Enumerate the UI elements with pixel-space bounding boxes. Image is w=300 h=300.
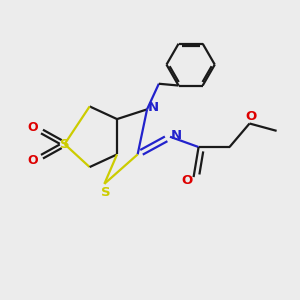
- Text: S: S: [60, 138, 69, 151]
- Text: N: N: [171, 129, 182, 142]
- Text: S: S: [101, 186, 111, 199]
- Text: O: O: [182, 173, 193, 187]
- Text: O: O: [28, 122, 38, 134]
- Text: O: O: [28, 154, 38, 167]
- Text: N: N: [148, 100, 159, 113]
- Text: O: O: [245, 110, 256, 123]
